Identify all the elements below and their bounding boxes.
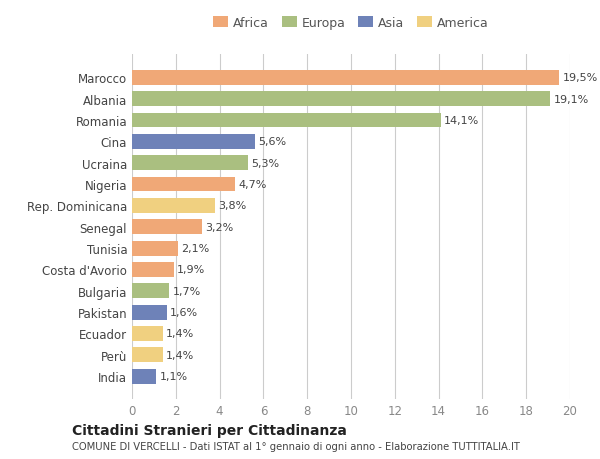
Bar [132, 177, 235, 192]
Text: 5,3%: 5,3% [251, 158, 280, 168]
Bar [132, 134, 254, 150]
Bar [132, 263, 173, 277]
Legend: Africa, Europa, Asia, America: Africa, Europa, Asia, America [214, 17, 488, 29]
Text: 19,1%: 19,1% [554, 95, 589, 105]
Bar [132, 198, 215, 213]
Text: 1,7%: 1,7% [173, 286, 201, 296]
Text: 19,5%: 19,5% [562, 73, 598, 83]
Bar [132, 241, 178, 256]
Text: 3,2%: 3,2% [205, 222, 233, 232]
Bar [132, 220, 202, 235]
Text: 1,6%: 1,6% [170, 308, 199, 317]
Bar [132, 305, 167, 320]
Bar [132, 284, 169, 298]
Text: 4,7%: 4,7% [238, 179, 266, 190]
Text: 1,1%: 1,1% [160, 371, 187, 381]
Text: 1,9%: 1,9% [177, 265, 205, 275]
Bar [132, 347, 163, 363]
Text: 3,8%: 3,8% [218, 201, 247, 211]
Bar [132, 369, 156, 384]
Text: 1,4%: 1,4% [166, 350, 194, 360]
Text: 1,4%: 1,4% [166, 329, 194, 339]
Bar [132, 71, 559, 86]
Bar [132, 113, 441, 128]
Text: 5,6%: 5,6% [258, 137, 286, 147]
Text: COMUNE DI VERCELLI - Dati ISTAT al 1° gennaio di ogni anno - Elaborazione TUTTIT: COMUNE DI VERCELLI - Dati ISTAT al 1° ge… [72, 441, 520, 451]
Bar [132, 92, 550, 107]
Text: 14,1%: 14,1% [444, 116, 479, 126]
Text: 2,1%: 2,1% [181, 244, 209, 253]
Bar [132, 156, 248, 171]
Text: Cittadini Stranieri per Cittadinanza: Cittadini Stranieri per Cittadinanza [72, 423, 347, 437]
Bar [132, 326, 163, 341]
